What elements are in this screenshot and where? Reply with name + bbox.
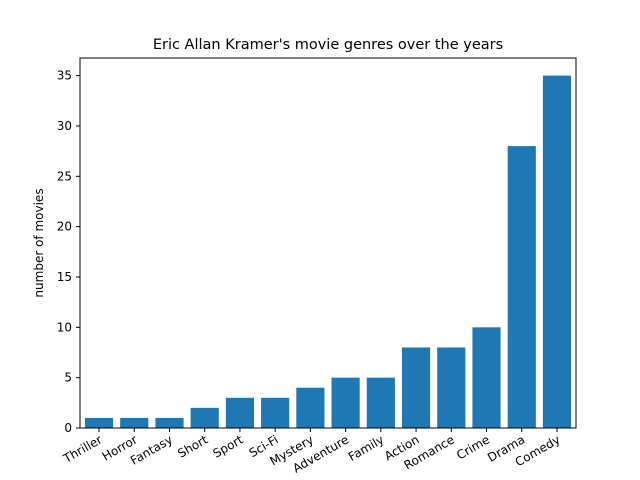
y-tick-label: 30 <box>57 119 72 133</box>
bar-romance <box>437 347 466 428</box>
y-axis-ticks: 0 5 10 15 20 25 30 35 <box>57 69 80 435</box>
bar-sci-fi <box>261 397 290 428</box>
bar-sport <box>225 397 255 428</box>
y-tick-label: 25 <box>57 169 72 183</box>
bars-group <box>84 75 572 429</box>
bar-fantasy <box>155 417 184 428</box>
bar-crime <box>472 327 501 428</box>
bar-action <box>401 347 431 428</box>
x-tick-label: Short <box>175 432 210 460</box>
x-tick-label: Crime <box>454 432 492 462</box>
x-tick-label: Thriller <box>60 432 104 466</box>
bar-short <box>190 407 219 428</box>
bar-drama <box>507 146 536 428</box>
bar-comedy <box>542 75 572 429</box>
y-tick-label: 20 <box>57 220 72 234</box>
y-axis-label: number of movies <box>32 188 46 297</box>
x-tick-label: Family <box>346 432 386 463</box>
bar-family <box>366 377 395 428</box>
bar-adventure <box>331 377 360 428</box>
x-tick-label: Sport <box>211 432 246 460</box>
y-tick-label: 10 <box>57 320 72 334</box>
y-tick-label: 15 <box>57 270 72 284</box>
bar-horror <box>120 417 149 428</box>
y-tick-label: 0 <box>64 421 72 435</box>
plot-frame <box>79 57 577 429</box>
y-tick-label: 5 <box>64 371 72 385</box>
bar-thriller <box>84 417 114 428</box>
bar-mystery <box>296 387 325 428</box>
y-tick-label: 35 <box>57 69 72 83</box>
chart-title: Eric Allan Kramer's movie genres over th… <box>153 37 503 53</box>
